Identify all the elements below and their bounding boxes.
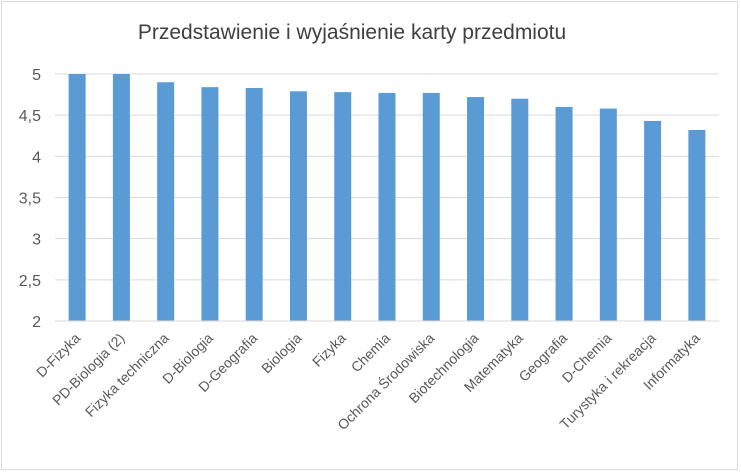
bar	[422, 92, 440, 321]
bar	[555, 106, 573, 321]
y-tick-label: 3,5	[19, 191, 41, 208]
y-tick-label: 5	[32, 67, 41, 84]
bar	[644, 120, 662, 322]
bar	[378, 92, 396, 321]
bars	[68, 74, 706, 322]
bar	[68, 74, 86, 321]
y-tick-label: 2	[32, 314, 41, 331]
bar	[334, 92, 352, 321]
x-tick-label: Fizyka techniczna	[82, 330, 172, 420]
chart-title: Przedstawienie i wyjaśnienie karty przed…	[137, 21, 567, 44]
bar	[289, 91, 307, 321]
x-tick-label: Fizyka	[309, 330, 349, 370]
y-axis-tick-labels: 2 2,5 3 3,5 4 4,5 5	[19, 67, 41, 331]
bar	[201, 87, 219, 321]
y-tick-label: 2,5	[19, 273, 41, 290]
bar	[467, 97, 485, 321]
bar	[599, 108, 617, 321]
bar	[245, 87, 263, 321]
y-tick-label: 4	[32, 149, 41, 166]
bar	[112, 74, 130, 321]
y-tick-label: 3	[32, 232, 41, 249]
bar	[157, 82, 175, 321]
x-tick-label: Biologia	[258, 330, 305, 377]
bar	[511, 98, 529, 321]
chart-area: Przedstawienie i wyjaśnienie karty przed…	[1, 1, 738, 470]
bar	[688, 129, 706, 321]
y-tick-label: 4,5	[19, 108, 41, 125]
